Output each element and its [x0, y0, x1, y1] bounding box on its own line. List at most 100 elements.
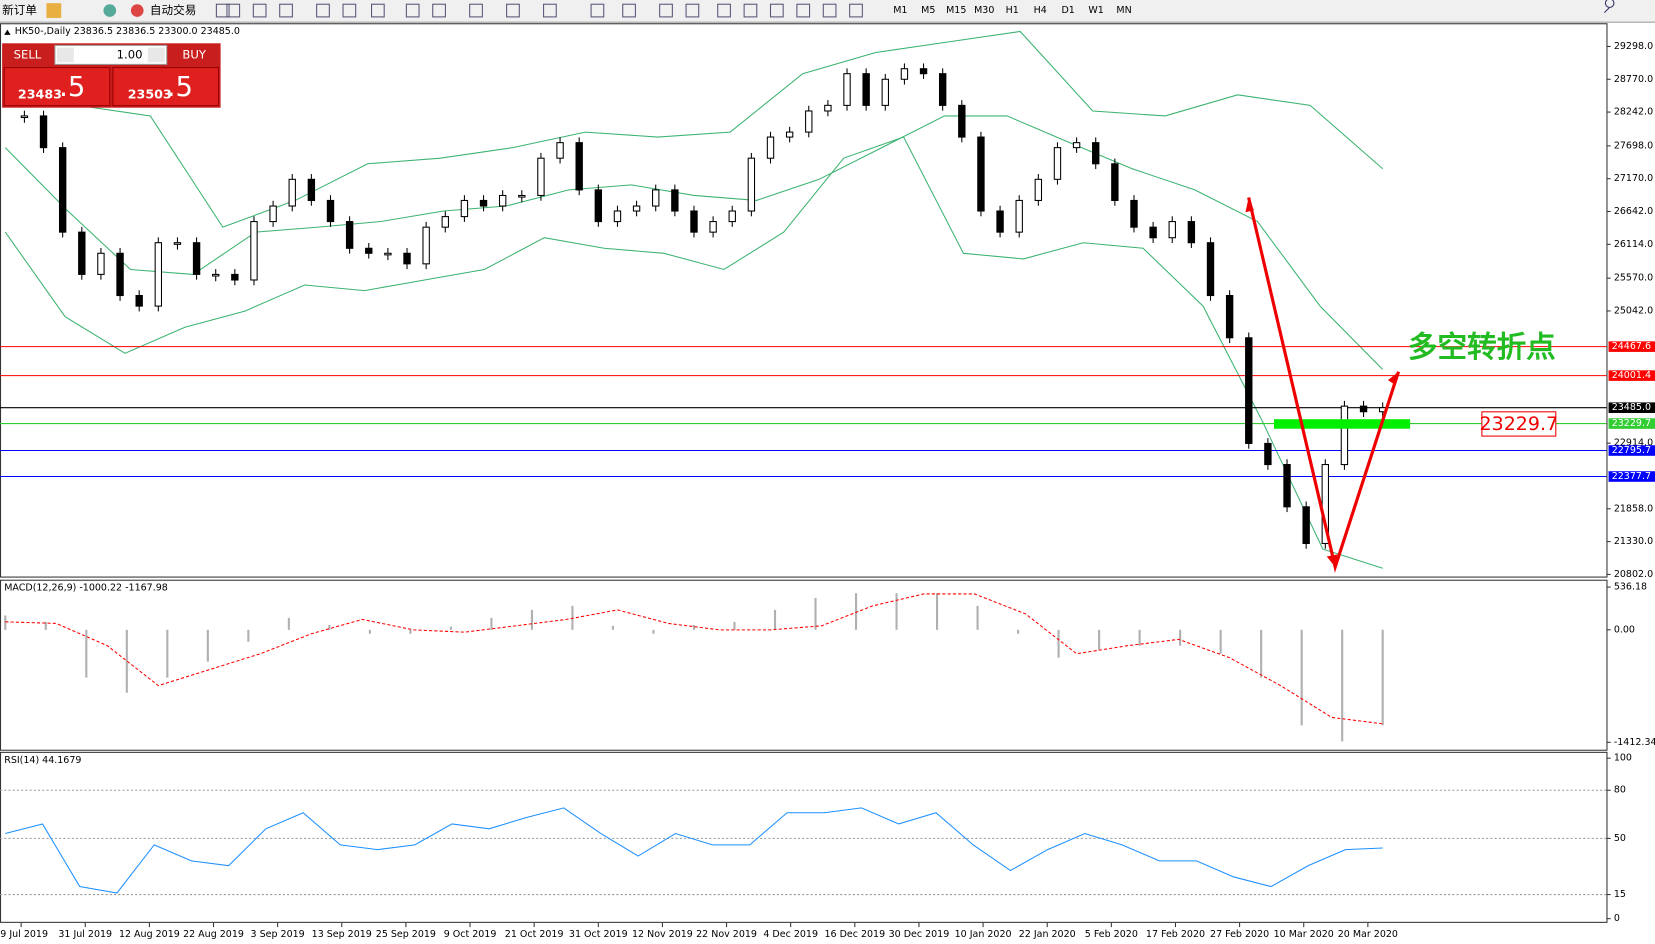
sell-button[interactable]: SELL	[14, 47, 42, 61]
new-order-button[interactable]: 新订单	[2, 3, 37, 17]
candle	[1187, 221, 1196, 244]
toolbar	[0, 0, 1655, 23]
level-label: 23229.7	[1612, 418, 1651, 429]
bollinger-band	[4, 136, 1383, 569]
tool-icon[interactable]	[405, 3, 420, 18]
rsi-frame	[0, 751, 1608, 923]
candle	[307, 178, 316, 201]
spin-down[interactable]	[56, 47, 74, 63]
candle	[1034, 178, 1043, 201]
icon[interactable]	[46, 3, 62, 18]
timeframe-button[interactable]: MN	[1116, 5, 1131, 16]
level-tag	[1608, 471, 1655, 482]
auto-trading-button[interactable]: 自动交易	[150, 3, 196, 17]
tool-icon[interactable]	[316, 3, 330, 18]
tool-icon[interactable]	[469, 3, 483, 18]
tool-icon[interactable]	[342, 3, 357, 18]
y-tick-label: 26114.0	[1614, 239, 1653, 250]
candle	[78, 231, 86, 275]
timeframe-button[interactable]: M1	[893, 5, 907, 16]
level-tag	[1608, 341, 1655, 352]
search-icon[interactable]	[1603, 0, 1615, 14]
tool-icon[interactable]	[371, 3, 385, 18]
level-label: 24001.4	[1612, 370, 1651, 381]
chart-title: HK50-,Daily 23836.5 23836.5 23300.0 2348…	[15, 26, 240, 37]
candle	[919, 68, 928, 75]
tool-icon[interactable]	[226, 3, 241, 18]
candle	[805, 110, 813, 133]
candle	[231, 273, 239, 281]
y-tick-label: 28242.0	[1614, 107, 1653, 118]
x-tick-label: 31 Jul 2019	[58, 929, 112, 940]
plot: 29298.0 28770.0 28242.0 27698.0 27170.0 26642…	[0, 30, 1655, 940]
candle	[652, 189, 660, 207]
tool-icon[interactable]	[590, 3, 605, 18]
x-tick-label: 31 Oct 2019	[569, 929, 628, 940]
y-tick-label: 22914.0	[1614, 438, 1653, 449]
candle	[1321, 464, 1329, 545]
icon[interactable]	[130, 4, 144, 17]
candle	[422, 226, 430, 265]
tool-icon[interactable]	[432, 3, 446, 18]
level-label: 24467.6	[1612, 341, 1651, 352]
tool-icon[interactable]	[659, 3, 673, 18]
volume-box[interactable]	[54, 44, 168, 65]
y-tick-label: 0.00	[1614, 624, 1635, 635]
candle	[900, 68, 909, 80]
tool-icon[interactable]	[506, 3, 520, 18]
tool-icon[interactable]	[717, 3, 731, 18]
tool-icon[interactable]	[622, 3, 636, 18]
tool-icon[interactable]	[215, 3, 230, 18]
candle	[498, 194, 507, 207]
spin-up[interactable]	[147, 47, 165, 63]
y-tick-label: 29298.0	[1614, 41, 1653, 52]
candle	[1149, 226, 1157, 239]
candle	[1072, 142, 1081, 149]
y-tick-label: 80	[1614, 785, 1626, 796]
timeframe-button[interactable]: M15	[946, 5, 966, 16]
collapse-icon[interactable]	[4, 29, 11, 35]
tool-icon[interactable]	[769, 3, 784, 18]
icon[interactable]	[103, 4, 117, 17]
timeframe-button[interactable]: W1	[1088, 5, 1103, 16]
sell-price-box[interactable]	[3, 67, 111, 107]
timeframe-button[interactable]: H1	[1006, 5, 1019, 16]
bollinger-band	[4, 115, 1384, 370]
tool-icon[interactable]	[685, 3, 700, 18]
tool-icon[interactable]	[543, 3, 557, 18]
volume[interactable]: 1.00	[117, 47, 143, 61]
tool-icon[interactable]	[279, 3, 293, 18]
y-tick-label: 536.18	[1614, 582, 1647, 593]
rsi-line	[5, 807, 1383, 894]
candle	[250, 221, 258, 281]
buy-button[interactable]: BUY	[182, 47, 206, 61]
candle	[1111, 163, 1119, 201]
candle	[709, 221, 717, 233]
tool-icon[interactable]	[252, 3, 267, 18]
candle	[345, 221, 354, 249]
candle	[1245, 337, 1253, 444]
candle	[671, 189, 679, 212]
timeframe-button[interactable]: H4	[1034, 5, 1047, 16]
candle	[1283, 464, 1291, 508]
timeframe-button[interactable]: D1	[1061, 5, 1074, 16]
timeframe-button[interactable]: M5	[921, 5, 935, 16]
tool-icon[interactable]	[743, 3, 758, 18]
level-callout-box	[1481, 411, 1557, 437]
y-tick-label: -1412.34	[1614, 737, 1655, 748]
buy-price-box[interactable]	[112, 67, 220, 107]
tool-icon[interactable]	[849, 3, 863, 18]
candle	[269, 205, 277, 223]
y-tick-label: 25570.0	[1614, 273, 1653, 284]
y-tick-label: 28770.0	[1614, 74, 1653, 85]
candle	[747, 157, 756, 212]
candle	[1092, 142, 1100, 165]
support-zone	[1273, 419, 1411, 429]
timeframe-button[interactable]: M30	[974, 5, 994, 16]
candle	[288, 178, 296, 207]
tool-icon[interactable]	[796, 3, 811, 18]
candle	[881, 78, 889, 106]
y-tick-label: 21858.0	[1614, 503, 1653, 514]
tool-icon[interactable]	[822, 3, 837, 18]
